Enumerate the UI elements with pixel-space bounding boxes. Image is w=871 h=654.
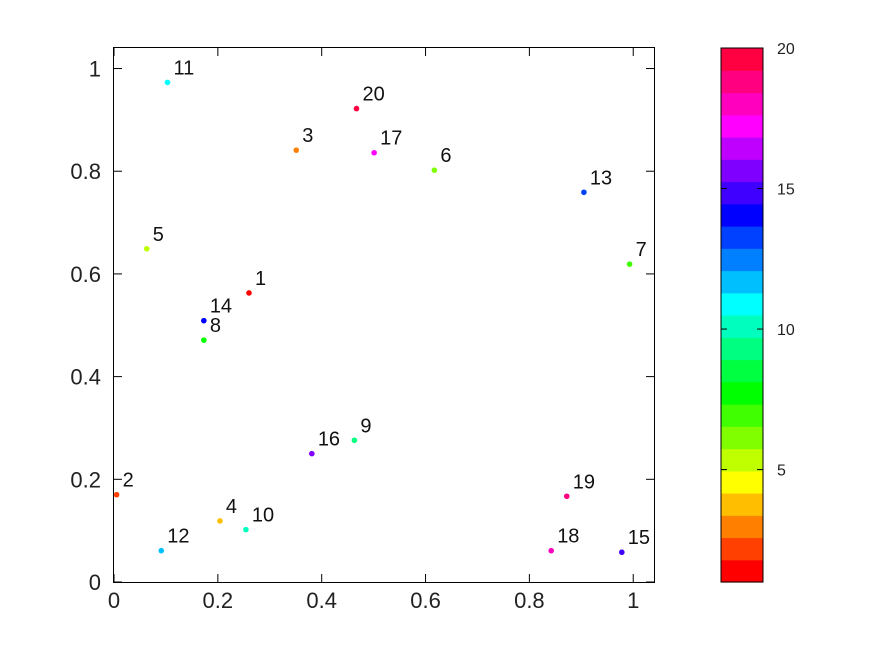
colorbar-segment [721, 404, 763, 427]
x-tick-label: 0.6 [410, 588, 441, 613]
y-tick-label: 0.8 [70, 159, 101, 184]
point-label-20: 20 [362, 84, 384, 106]
data-point-18 [548, 547, 554, 554]
data-point-7 [626, 261, 633, 267]
axis-ticks: 0 0.2 0.4 0.6 0.8 100.20.40.60.81 [70, 48, 654, 613]
colorbar-segment [721, 270, 763, 294]
y-tick-label: 1 [89, 57, 101, 82]
point-label-1: 1 [255, 268, 266, 290]
colorbar-segment [721, 203, 763, 227]
data-point-12 [158, 547, 165, 554]
x-tick-label: 0 [108, 588, 120, 613]
y-tick-label: 0.4 [70, 365, 101, 390]
data-point-10 [243, 526, 249, 533]
colorbar-segment [721, 48, 763, 71]
colorbar-segment [721, 159, 763, 183]
point-label-13: 13 [590, 167, 612, 189]
colorbar-segment [721, 137, 763, 160]
data-point-13 [581, 189, 587, 196]
colorbar-segment [721, 248, 763, 272]
data-point-14 [201, 317, 207, 324]
plot-area [113, 47, 655, 583]
point-label-11: 11 [173, 57, 194, 79]
colorbar-segment [721, 470, 763, 494]
point-label-4: 4 [226, 496, 237, 518]
y-tick-label: 0 [89, 570, 101, 595]
data-point-16 [309, 450, 315, 457]
colorbar-segment [721, 515, 763, 539]
point-label-15: 15 [628, 527, 650, 549]
colorbar-segment [721, 292, 763, 316]
colorbar-tick-label: 20 [777, 41, 795, 58]
data-point-3 [293, 147, 300, 153]
colorbar-tick-label: 5 [777, 463, 786, 480]
point-label-2: 2 [123, 470, 134, 492]
point-label-16: 16 [318, 429, 340, 451]
x-tick-label: 0.2 [203, 588, 234, 613]
point-label-10: 10 [252, 505, 274, 527]
y-tick-label: 0.6 [70, 262, 101, 287]
colorbar: 5 10 15 20 [720, 41, 795, 583]
colorbar-tick-label: 15 [777, 182, 795, 199]
point-label-18: 18 [557, 526, 579, 548]
colorbar-segment [721, 537, 763, 561]
colorbar-frame [720, 47, 764, 583]
colorbar-segment [721, 426, 763, 450]
data-point-5 [143, 245, 150, 252]
point-label-14: 14 [210, 296, 232, 318]
point-label-9: 9 [360, 415, 371, 437]
point-label-12: 12 [167, 526, 189, 548]
data-point-4 [217, 518, 223, 524]
point-label-5: 5 [153, 224, 164, 246]
point-label-6: 6 [440, 145, 451, 167]
point-label-19: 19 [573, 471, 595, 493]
data-point-17 [371, 149, 377, 156]
point-label-7: 7 [636, 239, 647, 261]
data-point-11 [164, 79, 171, 86]
x-tick-label: 0.8 [514, 588, 545, 613]
point-label-3: 3 [302, 125, 313, 147]
data-point-8 [201, 337, 207, 343]
colorbar-segment [721, 559, 763, 583]
colorbar-segment [721, 359, 763, 383]
point-label-8: 8 [210, 315, 221, 337]
data-point-1 [246, 290, 252, 296]
data-point-20 [353, 105, 360, 112]
colorbar-segment [721, 315, 763, 338]
data-point-6 [431, 167, 438, 174]
colorbar-segment [721, 181, 763, 205]
colorbar-segment [721, 226, 763, 249]
x-tick-label: 0.4 [306, 588, 337, 613]
colorbar-segment [721, 448, 763, 472]
y-tick-label: 0.2 [70, 467, 101, 492]
colorbar-segment [721, 337, 763, 361]
colorbar-tick-label: 10 [777, 322, 795, 339]
colorbar-segment [721, 92, 763, 116]
data-point-15 [619, 549, 625, 556]
data-point-19 [563, 493, 570, 500]
x-tick-label: 1 [627, 588, 639, 613]
point-label-17: 17 [380, 128, 402, 150]
colorbar-segment [721, 70, 763, 94]
data-point-2 [113, 491, 120, 498]
colorbar-segment [721, 381, 763, 405]
colorbar-segment [721, 114, 763, 138]
colorbar-segment [721, 493, 763, 516]
data-point-9 [351, 437, 358, 444]
